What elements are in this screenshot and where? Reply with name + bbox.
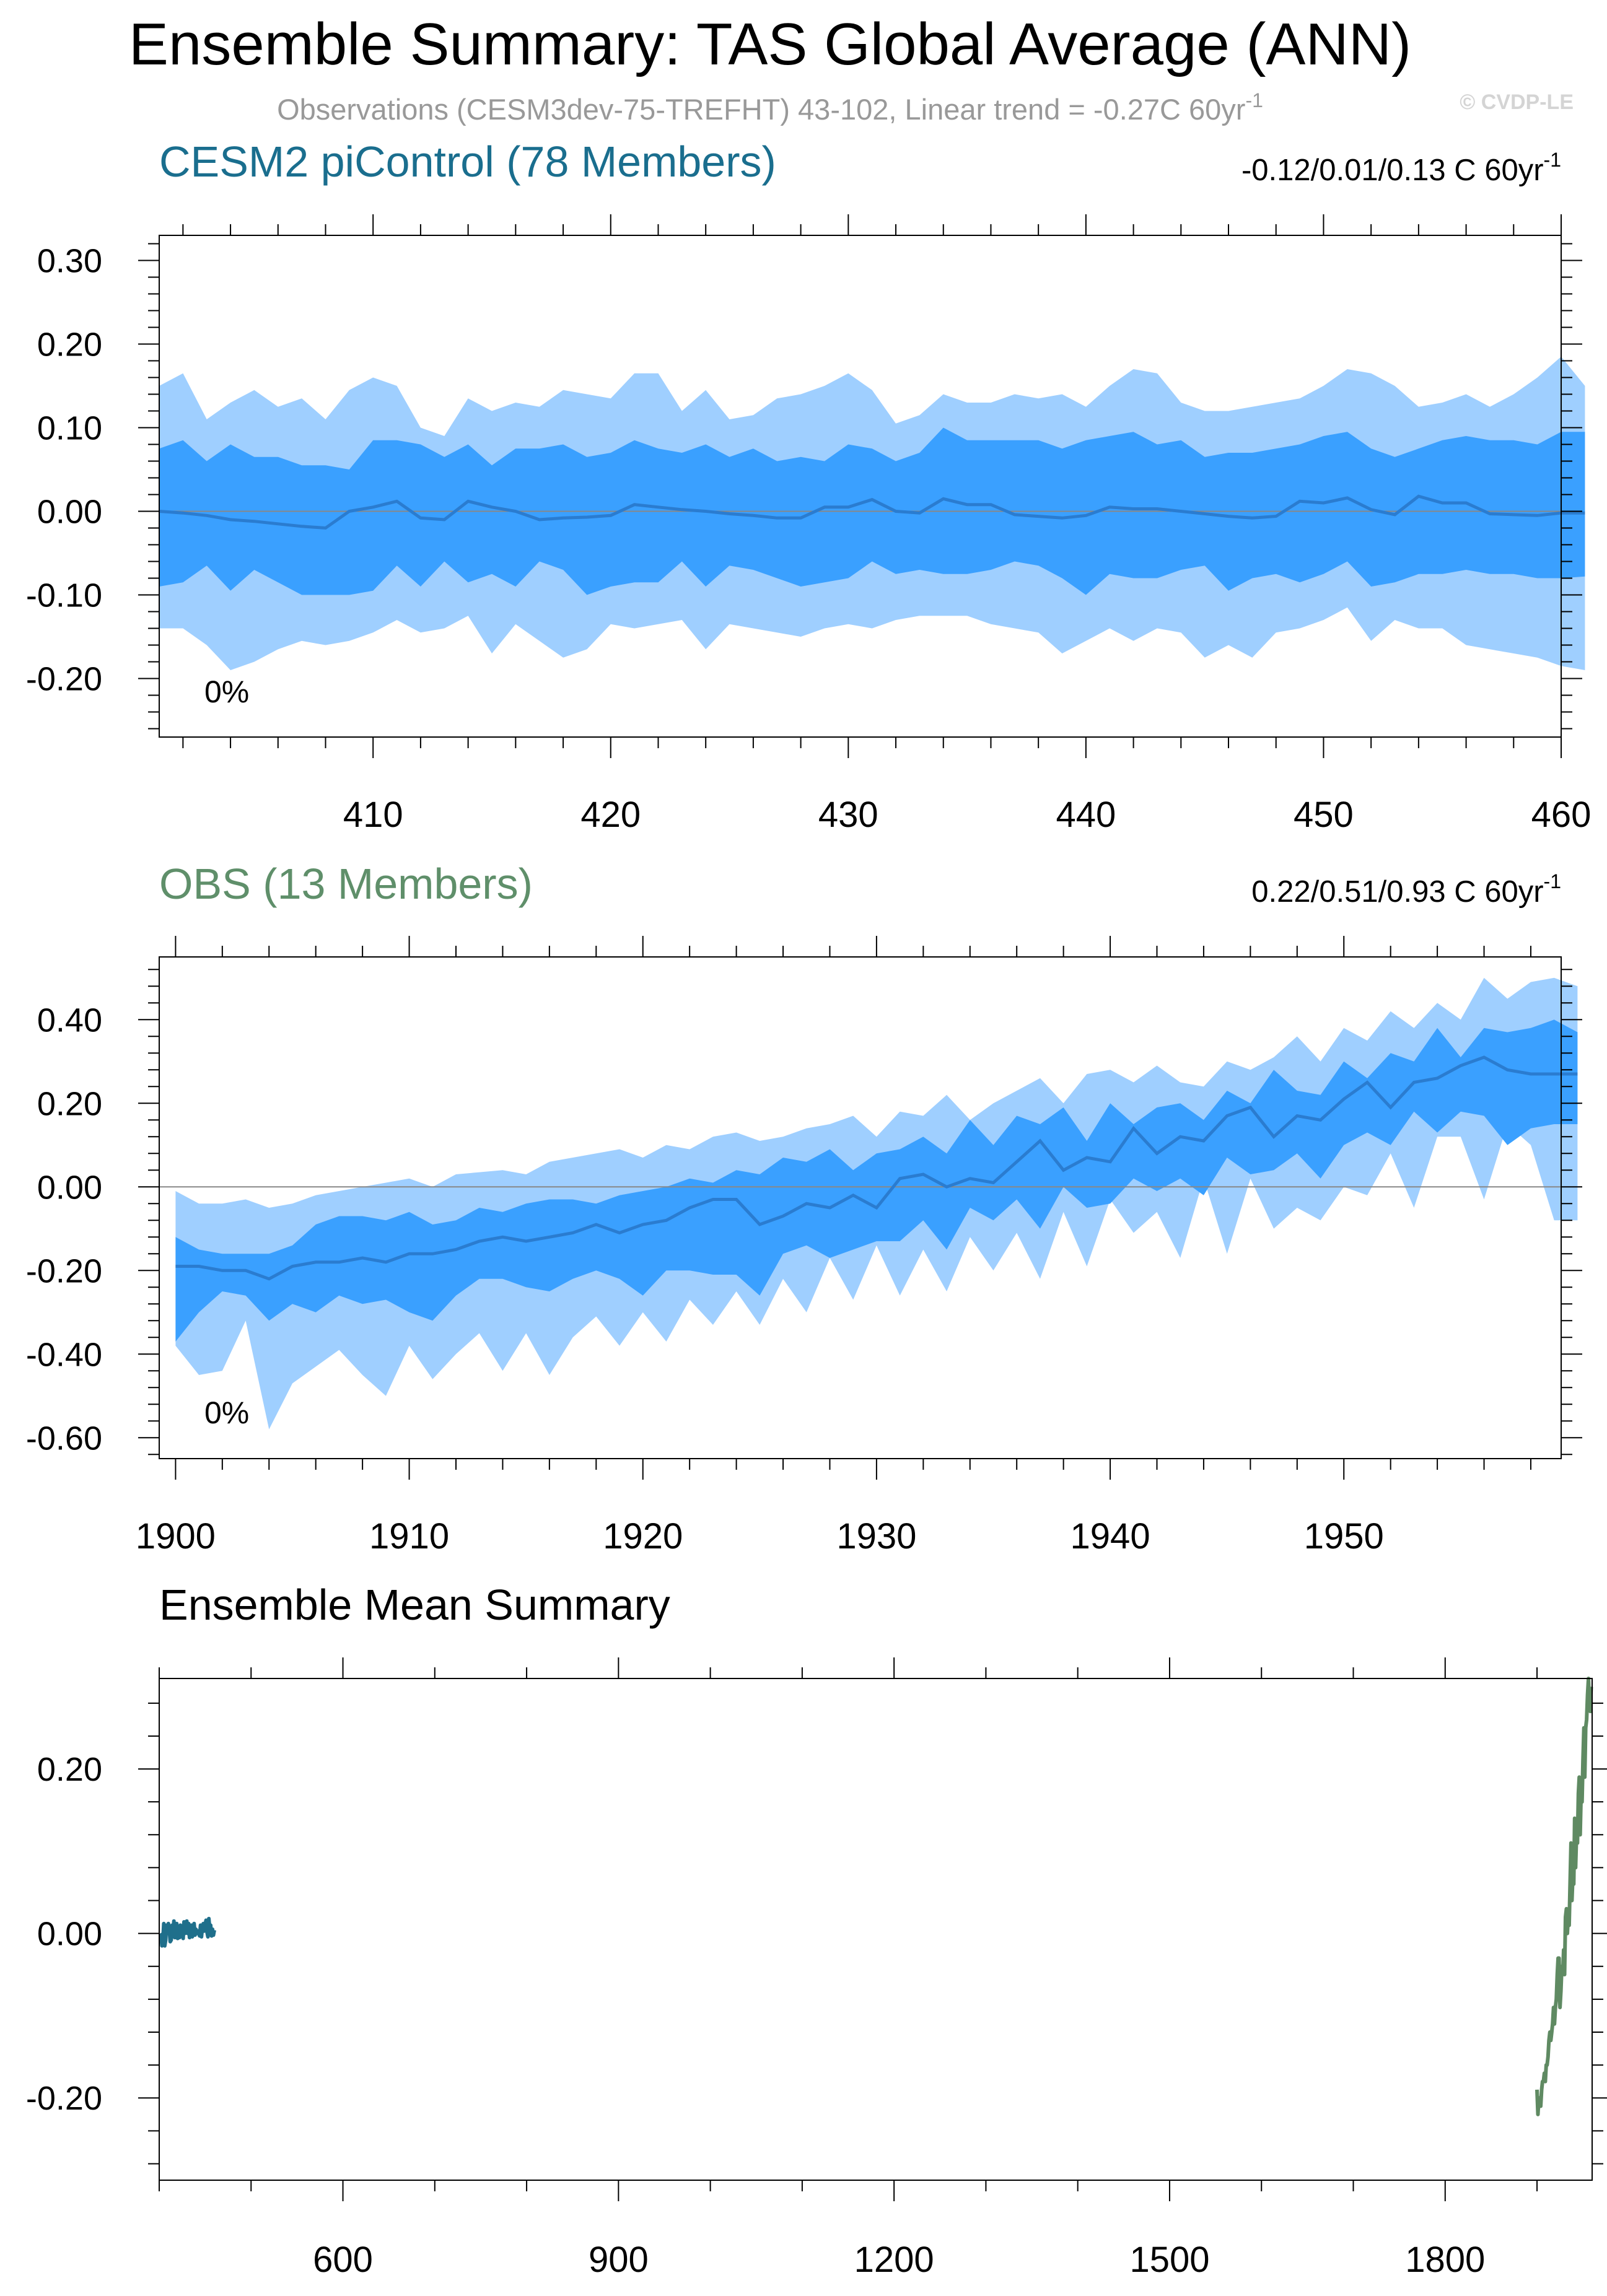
y-tick-label: -0.20 bbox=[26, 2080, 102, 2117]
y-tick-label: 0.00 bbox=[37, 1169, 102, 1206]
y-tick-label: 0.30 bbox=[37, 243, 102, 280]
x-ticks bbox=[182, 214, 1562, 758]
y-tick-label: 0.20 bbox=[37, 326, 102, 364]
y-tick-label: -0.20 bbox=[26, 661, 102, 698]
plot-frame bbox=[159, 235, 1562, 738]
x-tick-label: 430 bbox=[818, 795, 878, 835]
panel-cesm2-picontrol: CESM2 piControl (78 Members) -0.12/0.01/… bbox=[26, 137, 1591, 835]
x-tick-label: 1900 bbox=[136, 1516, 216, 1556]
x-tick-label: 1930 bbox=[836, 1516, 916, 1556]
x-tick-label: 600 bbox=[313, 2240, 373, 2280]
x-ticks bbox=[159, 1657, 1538, 2201]
inner-spread-band bbox=[175, 1019, 1578, 1342]
figure-title: Ensemble Summary: TAS Global Average (AN… bbox=[129, 11, 1411, 77]
x-tick-label: 1200 bbox=[854, 2240, 934, 2280]
y-ticks bbox=[138, 243, 1582, 730]
x-tick-label: 1910 bbox=[369, 1516, 449, 1556]
y-ticks bbox=[138, 1702, 1607, 2165]
x-tick-label: 1940 bbox=[1071, 1516, 1150, 1556]
x-tick-label: 1950 bbox=[1304, 1516, 1384, 1556]
figure-subtitle: Observations (CESM3dev-75-TREFHT) 43-102… bbox=[277, 89, 1263, 126]
cesm2-percent-label: 0% bbox=[204, 674, 249, 709]
y-tick-label: -0.60 bbox=[26, 1420, 102, 1457]
panel-cesm2-trend: -0.12/0.01/0.13 C 60yr-1 bbox=[1241, 149, 1561, 187]
y-ticks bbox=[138, 969, 1582, 1456]
plot-frame bbox=[159, 956, 1562, 1459]
cesm2-mean-line bbox=[158, 1916, 216, 1948]
obs-plot: 1900 1910 1920 1930 1940 1950 0.40 0.20 0.00 -0.2… bbox=[26, 936, 1582, 1556]
panel-ensemble-mean-title: Ensemble Mean Summary bbox=[159, 1581, 670, 1629]
y-tick-label: 0.20 bbox=[37, 1751, 102, 1788]
panel-obs-title: OBS (13 Members) bbox=[159, 860, 533, 908]
watermark: © CVDP-LE bbox=[1460, 90, 1574, 114]
y-tick-label: 0.10 bbox=[37, 410, 102, 447]
cesm2-plot: 410 420 430 440 450 460 0.30 0.20 0.10 0.00 -0.10 -… bbox=[26, 214, 1591, 835]
x-tick-label: 450 bbox=[1294, 795, 1354, 835]
obs-percent-label: 0% bbox=[204, 1395, 249, 1430]
x-ticks bbox=[175, 936, 1531, 1480]
x-tick-label: 410 bbox=[343, 795, 403, 835]
panel-obs: OBS (13 Members) 0.22/0.51/0.93 C 60yr-1… bbox=[26, 860, 1582, 1556]
x-tick-label: 1500 bbox=[1129, 2240, 1209, 2280]
y-tick-label: 0.00 bbox=[37, 494, 102, 531]
x-tick-label: 420 bbox=[580, 795, 641, 835]
plot-frame bbox=[159, 1678, 1593, 2181]
y-tick-label: 0.20 bbox=[37, 1085, 102, 1122]
x-tick-label: 900 bbox=[589, 2240, 649, 2280]
panel-cesm2-title: CESM2 piControl (78 Members) bbox=[159, 137, 776, 186]
ensemble-mean-line bbox=[175, 1055, 1578, 1281]
y-tick-label: -0.40 bbox=[26, 1336, 102, 1373]
x-tick-label: 460 bbox=[1531, 795, 1592, 835]
panel-obs-trend: 0.22/0.51/0.93 C 60yr-1 bbox=[1251, 870, 1561, 909]
x-tick-label: 1800 bbox=[1405, 2240, 1485, 2280]
panel-ensemble-mean: Ensemble Mean Summary 600 900 1200 1500 1800… bbox=[26, 1581, 1607, 2280]
ensemble-mean-line bbox=[159, 494, 1585, 530]
x-tick-label: 440 bbox=[1056, 795, 1116, 835]
obs-mean-line bbox=[1535, 1677, 1593, 2116]
x-tick-label: 1920 bbox=[603, 1516, 683, 1556]
y-tick-label: -0.20 bbox=[26, 1252, 102, 1290]
y-tick-label: -0.10 bbox=[26, 577, 102, 614]
y-tick-label: 0.40 bbox=[37, 1002, 102, 1039]
ensemble-mean-plot: 600 900 1200 1500 1800 0.20 0.00 -0.20 bbox=[26, 1657, 1607, 2280]
y-tick-label: 0.00 bbox=[37, 1916, 102, 1953]
